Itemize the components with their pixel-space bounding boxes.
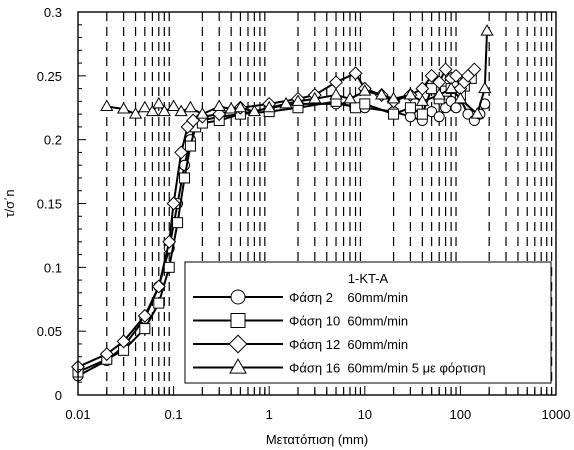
y-tick-label: 0.2 bbox=[44, 133, 62, 148]
legend: 1-KT-A Φάση 2 60mm/min Φάση 10 60mm/min Φάσ… bbox=[184, 261, 552, 384]
data-point bbox=[128, 107, 143, 119]
data-point bbox=[145, 104, 160, 117]
data-point bbox=[139, 323, 151, 335]
data-point bbox=[116, 334, 131, 349]
data-point bbox=[195, 107, 209, 119]
series-diamond bbox=[71, 62, 482, 374]
data-point bbox=[157, 104, 171, 117]
data-point bbox=[462, 108, 474, 120]
x-tick-label: 0.01 bbox=[65, 407, 90, 422]
x-tick-label: 0.1 bbox=[165, 407, 183, 422]
data-point bbox=[184, 140, 196, 152]
data-point bbox=[308, 91, 322, 104]
data-point bbox=[166, 99, 181, 111]
data-point bbox=[438, 62, 453, 77]
data-point bbox=[116, 102, 131, 114]
data-point bbox=[99, 347, 114, 362]
data-point bbox=[416, 108, 428, 120]
y-tick-label: 0.05 bbox=[37, 324, 62, 339]
legend-marker-circle bbox=[230, 289, 246, 305]
data-point bbox=[386, 91, 401, 104]
y-tick-label: 0.3 bbox=[44, 5, 62, 20]
data-point bbox=[424, 68, 439, 83]
data-point bbox=[453, 91, 468, 104]
data-point bbox=[375, 87, 389, 100]
data-point bbox=[467, 62, 482, 77]
data-point bbox=[388, 108, 400, 120]
data-point bbox=[348, 66, 363, 81]
data-point bbox=[343, 91, 357, 104]
data-point bbox=[174, 145, 189, 160]
data-point bbox=[432, 87, 446, 100]
data-point bbox=[404, 102, 416, 114]
legend-label: Φάση 2 60mm/min bbox=[289, 290, 408, 305]
data-point bbox=[444, 81, 458, 94]
data-point bbox=[212, 99, 226, 111]
legend-marker-square bbox=[230, 313, 246, 328]
data-point bbox=[212, 107, 227, 122]
data-point bbox=[350, 102, 362, 114]
data-point bbox=[480, 24, 494, 36]
legend-box bbox=[184, 261, 552, 384]
legend-title: 1-KT-A bbox=[348, 271, 389, 286]
data-point bbox=[329, 87, 343, 100]
data-point bbox=[470, 107, 484, 119]
y-tick-label: 0.15 bbox=[37, 197, 62, 212]
data-point bbox=[358, 84, 372, 96]
legend-marker-diamond bbox=[228, 334, 248, 354]
legend-marker-triangle bbox=[229, 358, 247, 374]
legend-label: Φάση 16 60mm/min 5 με φόρτιση bbox=[289, 361, 486, 376]
data-point bbox=[151, 279, 166, 294]
x-tick-label: 100 bbox=[450, 407, 472, 422]
data-point bbox=[403, 87, 418, 100]
series-triangle bbox=[100, 24, 494, 119]
data-point bbox=[478, 81, 492, 94]
data-point bbox=[291, 94, 305, 106]
x-tick-label: 10 bbox=[358, 407, 372, 422]
data-point bbox=[433, 111, 445, 123]
legend-label: Φάση 12 60mm/min bbox=[289, 337, 408, 352]
data-point bbox=[224, 102, 238, 114]
data-point bbox=[152, 96, 166, 109]
x-axis-label: Μετατόπιση (mm) bbox=[266, 432, 368, 447]
y-tick-label: 0.25 bbox=[37, 69, 62, 84]
series-group bbox=[71, 24, 494, 382]
data-point bbox=[450, 102, 462, 114]
legend-label: Φάση 10 60mm/min bbox=[289, 314, 408, 329]
y-tick-label: 0 bbox=[55, 388, 62, 403]
data-point bbox=[183, 100, 198, 113]
data-point bbox=[163, 261, 175, 273]
x-tick-label: 1000 bbox=[542, 407, 571, 422]
data-point bbox=[138, 100, 152, 113]
data-point bbox=[178, 172, 190, 184]
y-axis-label: τ/σ΄n bbox=[2, 189, 17, 217]
data-point bbox=[359, 98, 371, 110]
x-tick-label: 1 bbox=[266, 407, 273, 422]
data-point bbox=[233, 100, 248, 113]
data-point bbox=[162, 234, 177, 249]
data-point bbox=[137, 308, 152, 323]
data-point bbox=[166, 196, 181, 211]
data-point bbox=[279, 96, 293, 109]
data-point bbox=[100, 99, 114, 111]
data-point bbox=[262, 100, 276, 113]
data-point bbox=[247, 104, 262, 117]
data-point bbox=[172, 217, 184, 229]
data-point bbox=[153, 297, 165, 309]
data-point bbox=[415, 94, 429, 106]
data-point bbox=[329, 75, 343, 90]
y-tick-label: 0.1 bbox=[44, 260, 62, 275]
data-point bbox=[449, 68, 463, 83]
data-point bbox=[174, 104, 188, 117]
axis-ticks: 0.01 0.1 1 10 100 1000 0 0.05 0.1 0.15 0.2 0.25 0.3 bbox=[37, 5, 571, 422]
